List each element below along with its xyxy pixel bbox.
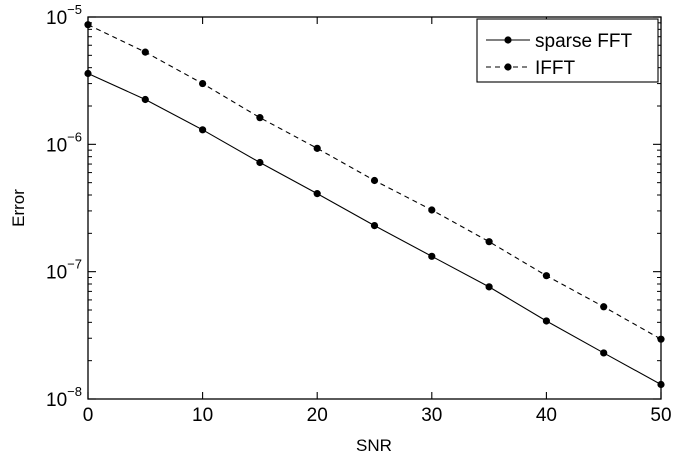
y-axis-label: Error bbox=[9, 189, 28, 227]
data-point bbox=[600, 349, 608, 357]
data-point bbox=[313, 190, 321, 198]
x-tick-label: 50 bbox=[650, 405, 671, 426]
y-tick-exponent: −7 bbox=[67, 257, 82, 272]
y-tick-exponent: −8 bbox=[67, 384, 82, 399]
data-point bbox=[84, 21, 92, 29]
data-point bbox=[199, 126, 207, 134]
data-point bbox=[485, 283, 493, 291]
data-point bbox=[141, 95, 149, 104]
legend-marker bbox=[504, 36, 512, 44]
y-tick-label: 10−7 bbox=[46, 257, 82, 284]
legend-label: sparse FFT bbox=[535, 31, 633, 52]
y-tick-label: 10−6 bbox=[46, 129, 82, 156]
data-point bbox=[600, 303, 608, 311]
data-point bbox=[256, 158, 264, 167]
data-point bbox=[199, 79, 207, 88]
y-tick-base: 10 bbox=[46, 263, 67, 284]
x-tick-label: 20 bbox=[307, 405, 328, 426]
y-tick-base: 10 bbox=[46, 135, 67, 156]
data-point bbox=[428, 206, 436, 214]
legend-label: IFFT bbox=[535, 58, 575, 79]
data-point bbox=[428, 252, 436, 260]
y-tick-base: 10 bbox=[46, 390, 67, 411]
x-tick-label: 40 bbox=[536, 405, 557, 426]
y-tick-exponent: −5 bbox=[67, 2, 82, 17]
y-tick-label: 10−8 bbox=[46, 384, 82, 411]
y-tick-label: 10−5 bbox=[46, 2, 82, 29]
data-point bbox=[370, 176, 379, 185]
x-tick-label: 10 bbox=[192, 405, 213, 426]
data-point bbox=[542, 317, 551, 325]
series-ifft bbox=[84, 21, 665, 343]
y-tick-exponent: −6 bbox=[67, 129, 82, 144]
data-point bbox=[84, 69, 92, 78]
x-axis-label: SNR bbox=[356, 436, 392, 455]
data-point bbox=[657, 335, 665, 343]
x-tick-label: 30 bbox=[421, 405, 442, 426]
legend-marker bbox=[504, 63, 512, 71]
legend: sparse FFT IFFT bbox=[476, 18, 659, 83]
data-point bbox=[256, 114, 264, 122]
data-point bbox=[657, 380, 665, 389]
data-point bbox=[542, 272, 551, 280]
series-sparse-fft bbox=[84, 69, 665, 389]
data-point bbox=[141, 48, 149, 56]
data-point bbox=[485, 238, 493, 246]
data-point bbox=[313, 144, 321, 152]
y-tick-base: 10 bbox=[46, 8, 67, 29]
legend-box bbox=[476, 18, 659, 83]
series-layer bbox=[84, 21, 665, 389]
x-tick-label: 0 bbox=[83, 405, 94, 426]
legend-entries: sparse FFT IFFT bbox=[486, 31, 633, 79]
data-point bbox=[370, 222, 379, 230]
